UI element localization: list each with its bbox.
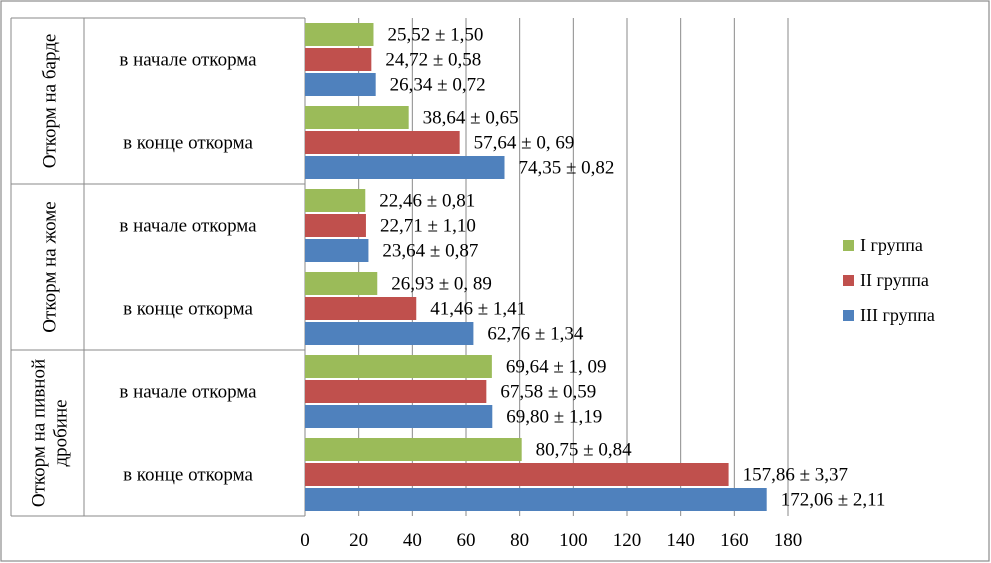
bar	[305, 380, 487, 403]
data-label: 80,75 ± 0,84	[536, 440, 632, 461]
category-label: в начале откорма	[119, 382, 257, 403]
data-label: 22,71 ± 1,10	[380, 216, 476, 237]
x-tick-label: 140	[666, 530, 695, 551]
bar	[305, 131, 460, 154]
group-label: Откорм на пивной	[29, 359, 50, 507]
bar	[305, 106, 409, 129]
data-label: 38,64 ± 0,65	[423, 108, 519, 129]
bar	[305, 463, 729, 486]
category-label: в начале откорма	[119, 50, 257, 71]
data-label: 69,64 ± 1, 09	[506, 357, 607, 378]
x-tick-label: 0	[300, 530, 310, 551]
group-label: Откорм на барде	[40, 34, 61, 169]
category-label: в конце откорма	[123, 465, 253, 486]
data-label: 74,35 ± 0,82	[519, 158, 615, 179]
bar	[305, 405, 493, 428]
legend-swatch	[843, 240, 854, 251]
data-label: 23,64 ± 0,87	[382, 241, 478, 262]
legend-label: II группа	[860, 270, 929, 290]
x-tick-label: 120	[613, 530, 642, 551]
legend-swatch	[843, 310, 854, 321]
category-label: в конце откорма	[123, 299, 253, 320]
data-label: 22,46 ± 0,81	[379, 191, 475, 212]
bar	[305, 297, 417, 320]
data-label: 69,80 ± 1,19	[506, 407, 602, 428]
category-label: в конце откорма	[123, 133, 253, 154]
bar	[305, 322, 474, 345]
data-label: 26,93 ± 0, 89	[391, 274, 492, 295]
bar	[305, 239, 369, 262]
data-label: 26,34 ± 0,72	[390, 75, 486, 96]
bar	[305, 189, 366, 212]
bar	[305, 214, 366, 237]
bar	[305, 73, 376, 96]
bar	[305, 156, 505, 179]
x-tick-label: 80	[510, 530, 529, 551]
bar	[305, 488, 767, 511]
x-tick-label: 60	[457, 530, 476, 551]
legend-label: I группа	[860, 235, 923, 255]
data-label: 25,52 ± 1,50	[387, 25, 483, 46]
bar	[305, 23, 374, 46]
legend-label: III группа	[860, 305, 935, 325]
data-label: 41,46 ± 1,41	[430, 299, 526, 320]
bar	[305, 48, 372, 71]
bar	[305, 438, 522, 461]
group-label: дробине	[51, 399, 72, 466]
x-tick-label: 20	[349, 530, 368, 551]
data-label: 57,64 ± 0, 69	[474, 133, 575, 154]
data-label: 24,72 ± 0,58	[385, 50, 481, 71]
category-label: в начале откорма	[119, 216, 257, 237]
bar	[305, 355, 492, 378]
x-tick-label: 180	[774, 530, 803, 551]
bar	[305, 272, 378, 295]
data-label: 157,86 ± 3,37	[743, 465, 848, 486]
legend-swatch	[843, 275, 854, 286]
data-label: 62,76 ± 1,34	[487, 324, 583, 345]
data-label: 67,58 ± 0,59	[500, 382, 596, 403]
data-label: 172,06 ± 2,11	[781, 490, 886, 511]
x-tick-label: 40	[403, 530, 422, 551]
group-label: Откорм на жоме	[40, 201, 61, 332]
x-tick-label: 100	[559, 530, 588, 551]
x-tick-label: 160	[720, 530, 749, 551]
